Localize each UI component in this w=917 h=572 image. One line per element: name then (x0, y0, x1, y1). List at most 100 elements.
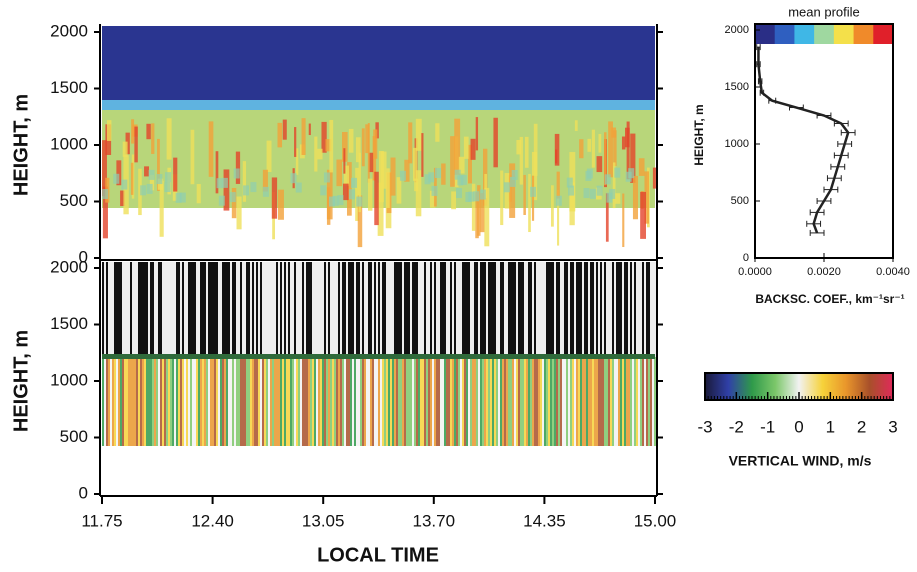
heatmap-cell (448, 357, 450, 446)
heatmap-cell (138, 262, 140, 357)
heatmap-cell (486, 262, 488, 357)
heatmap-cell (294, 127, 297, 157)
heatmap-cell (555, 195, 562, 206)
heatmap-cell (242, 262, 244, 357)
error-bar (756, 44, 761, 51)
heatmap-cell (278, 357, 280, 446)
colorbar-segment (794, 24, 815, 44)
heatmap-cell (450, 357, 452, 446)
heatmap-cell (174, 357, 176, 446)
heatmap-cell (557, 189, 560, 246)
heatmap-cell (126, 357, 128, 446)
error-bar (809, 209, 825, 216)
heatmap-cell (368, 178, 373, 211)
heatmap-cell (598, 133, 602, 153)
heatmap-cell (582, 262, 584, 357)
heatmap-cell (612, 357, 614, 446)
heatmap-cell (336, 357, 338, 446)
heatmap-cell (384, 357, 386, 446)
heatmap-cell (642, 357, 644, 446)
heatmap-cell (355, 167, 360, 221)
heatmap-cell (156, 174, 163, 185)
heatmap-cell (330, 357, 332, 446)
x-tick-label: 0.0000 (738, 266, 772, 278)
heatmap-cell (244, 357, 246, 446)
error-bar (806, 220, 822, 227)
heatmap-cell (314, 136, 318, 172)
heatmap-cell (524, 262, 526, 357)
heatmap-cell (360, 262, 362, 357)
heatmap-cell (308, 123, 311, 136)
heatmap-cell (252, 357, 254, 446)
heatmap-cell (428, 357, 430, 446)
heatmap-cell (490, 262, 492, 357)
heatmap-cell (502, 357, 504, 446)
heatmap-cell (408, 357, 410, 446)
heatmap-cell (286, 262, 288, 357)
heatmap-cell (479, 189, 486, 200)
heatmap-cell (126, 262, 128, 357)
heatmap-cell (180, 262, 182, 357)
heatmap-cell (321, 121, 327, 153)
heatmap-cell (523, 174, 526, 215)
heatmap-cell (270, 262, 272, 357)
heatmap-cell (176, 357, 178, 446)
x-tick-label: 1 (826, 417, 835, 436)
heatmap-cell (192, 262, 194, 357)
heatmap-cell (598, 262, 600, 357)
heatmap-cell (358, 262, 360, 357)
heatmap-cell (442, 357, 444, 446)
heatmap-cell (324, 262, 326, 357)
heatmap-cell (435, 123, 440, 142)
heatmap-cell (560, 357, 562, 446)
heatmap-cell (494, 357, 496, 446)
heatmap-cell (125, 132, 130, 155)
heatmap-cell (578, 357, 580, 446)
colorbar-segment (833, 24, 855, 44)
heatmap-cell (625, 171, 632, 182)
heatmap-cell (582, 357, 584, 446)
heatmap-cell (238, 262, 240, 357)
heatmap-cell (308, 357, 310, 446)
heatmap-cell (506, 262, 508, 357)
heatmap-cell (644, 262, 646, 357)
error-bar (830, 163, 846, 170)
heatmap-cell (584, 357, 586, 446)
heatmap-cell (156, 357, 158, 446)
heatmap-cell (361, 128, 365, 167)
heatmap-cell (182, 357, 184, 446)
heatmap-cell (274, 262, 276, 357)
heatmap-cell (544, 357, 546, 446)
heatmap-cell (380, 151, 387, 189)
heatmap-cell (184, 357, 186, 446)
heatmap-cell (578, 262, 580, 357)
y-tick-label: 1000 (50, 370, 88, 389)
heatmap-cell (444, 262, 446, 357)
heatmap-cell (484, 187, 490, 247)
heatmap-cell (474, 357, 476, 446)
heatmap-cell (611, 127, 617, 138)
heatmap-cell (570, 262, 572, 357)
heatmap-cell (473, 191, 480, 202)
heatmap-cell (102, 188, 109, 199)
heatmap-cell (554, 357, 556, 446)
heatmap-cell (164, 262, 166, 357)
profile-line (757, 47, 850, 234)
heatmap-cell (152, 262, 154, 357)
heatmap-cell (646, 262, 648, 357)
heatmap-cell (152, 357, 154, 446)
heatmap-cell (470, 262, 472, 357)
error-bar (789, 104, 804, 111)
heatmap-cell (210, 262, 212, 357)
heatmap-cell (503, 182, 510, 193)
heatmap-cell (416, 357, 418, 446)
heatmap-cell (568, 185, 575, 196)
heatmap-cell (576, 262, 578, 357)
heatmap-cell (514, 357, 516, 446)
heatmap-cell (349, 189, 356, 200)
heatmap-cell (260, 357, 262, 446)
heatmap-cell (420, 262, 422, 357)
heatmap-cell (604, 262, 606, 357)
heatmap-cell (346, 262, 348, 357)
heatmap-cell (210, 357, 212, 446)
